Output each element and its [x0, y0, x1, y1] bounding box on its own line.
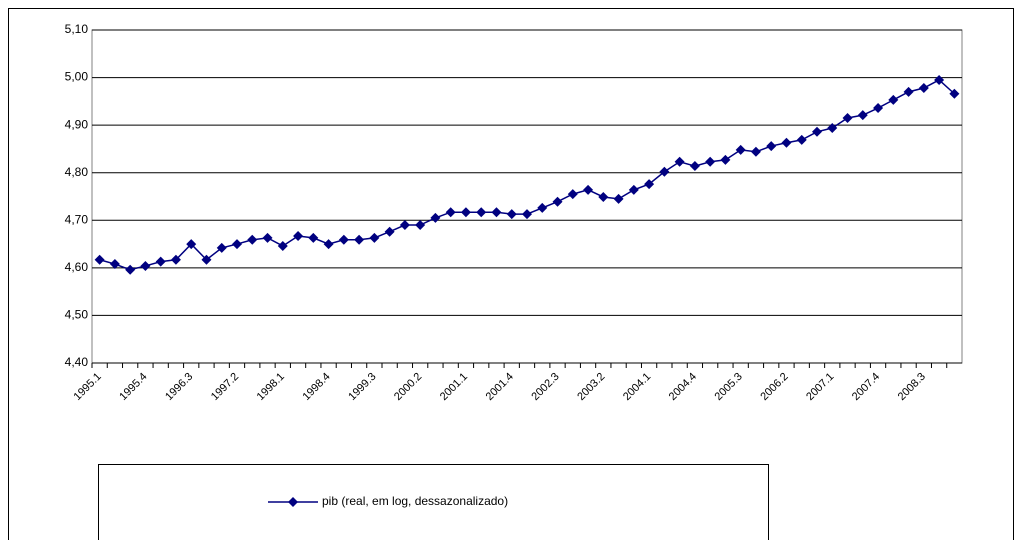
x-tick-label: 1998.1 — [255, 371, 287, 403]
marker — [491, 207, 502, 218]
marker — [644, 179, 655, 190]
marker — [140, 260, 151, 271]
marker — [812, 126, 822, 137]
line — [99, 79, 955, 271]
marker — [598, 191, 609, 202]
legend-box — [98, 464, 769, 540]
x-tick-label: 1997.2 — [209, 371, 241, 403]
x-tick-label: 2000.2 — [392, 371, 424, 403]
x-tick-label: 2004.4 — [667, 371, 699, 403]
marker — [674, 156, 685, 167]
marker — [659, 166, 670, 177]
marker — [232, 239, 242, 250]
y-tick-label: 4,80 — [65, 165, 89, 179]
marker — [186, 239, 197, 250]
marker — [415, 220, 426, 231]
x-tick-label: 1998.4 — [300, 371, 332, 403]
legend-marker — [288, 497, 298, 507]
y-tick-label: 4,60 — [65, 260, 89, 274]
marker — [522, 209, 532, 220]
marker — [583, 184, 594, 195]
x-tick-label: 2001.4 — [484, 371, 516, 403]
marker — [873, 103, 884, 114]
y-tick-label: 4,40 — [65, 355, 89, 369]
marker — [918, 83, 929, 94]
y-tick-label: 5,10 — [65, 22, 89, 36]
marker — [293, 230, 304, 241]
x-tick-label: 2005.3 — [713, 371, 745, 403]
y-tick-label: 4,90 — [65, 117, 89, 131]
marker — [308, 232, 319, 243]
chart-frame — [8, 8, 1014, 540]
marker — [247, 234, 258, 245]
marker — [705, 156, 716, 167]
marker — [216, 242, 227, 253]
marker — [384, 226, 395, 237]
marker — [934, 74, 945, 85]
marker — [613, 193, 624, 204]
marker — [277, 240, 288, 251]
marker — [94, 254, 105, 265]
x-tick-label: 2007.1 — [804, 371, 836, 403]
marker — [903, 86, 914, 97]
x-tick-label: 2003.2 — [575, 371, 607, 403]
y-tick-label: 4,70 — [65, 212, 89, 226]
x-tick-label: 2007.4 — [850, 371, 882, 403]
marker — [155, 256, 166, 267]
marker — [170, 254, 181, 265]
marker — [109, 259, 120, 270]
marker — [445, 207, 456, 218]
marker — [689, 161, 700, 172]
marker — [201, 254, 212, 265]
plot-area — [91, 29, 963, 364]
marker — [766, 141, 777, 152]
marker — [399, 220, 410, 231]
marker — [476, 207, 487, 218]
marker — [888, 94, 899, 105]
marker — [735, 144, 746, 155]
x-tick-label: 2001.1 — [438, 371, 470, 403]
x-tick-label: 1995.1 — [72, 371, 104, 403]
marker — [460, 207, 471, 218]
marker — [796, 134, 807, 145]
x-tick-label: 1995.4 — [117, 371, 149, 403]
x-tick-label: 2008.3 — [896, 371, 928, 403]
marker — [506, 209, 517, 220]
marker — [552, 196, 563, 207]
marker — [949, 88, 960, 99]
marker — [125, 264, 136, 275]
x-tick-label: 1999.3 — [346, 371, 378, 403]
x-tick-label: 2004.1 — [621, 371, 653, 403]
x-tick-label: 2002.3 — [529, 371, 561, 403]
marker — [369, 232, 380, 243]
marker — [338, 234, 349, 245]
marker — [857, 110, 868, 121]
marker — [750, 146, 761, 157]
marker — [323, 239, 334, 250]
marker — [628, 184, 639, 195]
marker — [781, 137, 792, 148]
y-tick-label: 4,50 — [65, 308, 89, 322]
marker — [720, 154, 731, 165]
marker — [567, 189, 578, 200]
marker — [537, 202, 548, 213]
x-tick-label: 1996.3 — [163, 371, 195, 403]
marker — [354, 234, 365, 245]
marker — [842, 113, 853, 124]
marker — [262, 232, 273, 243]
legend-label: pib (real, em log, dessazonalizado) — [322, 494, 508, 508]
marker — [430, 212, 441, 223]
x-tick-label: 2006.2 — [758, 371, 790, 403]
y-tick-label: 5,00 — [65, 70, 89, 84]
marker — [827, 122, 838, 133]
